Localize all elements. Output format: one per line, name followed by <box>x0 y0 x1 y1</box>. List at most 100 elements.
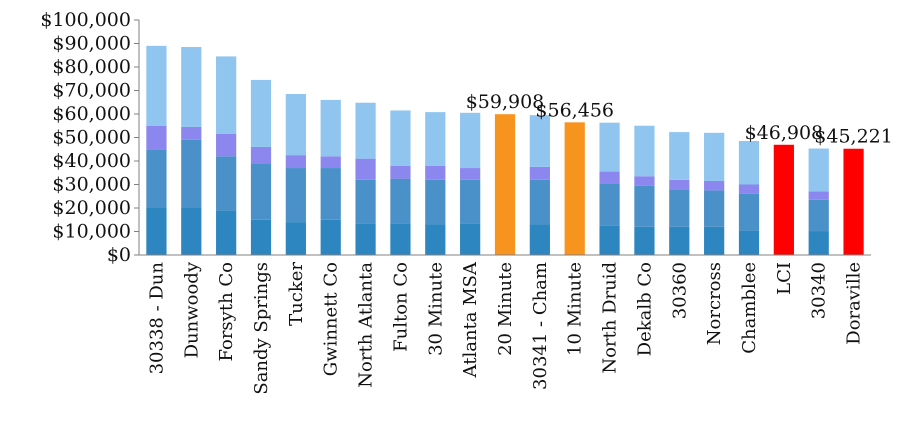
bar-segment <box>529 166 550 180</box>
y-tick-label: $10,000 <box>52 221 131 243</box>
y-tick-label: $20,000 <box>52 197 131 219</box>
bar-segment <box>146 125 167 150</box>
bar-orange <box>494 114 516 255</box>
bar-segment <box>390 178 411 224</box>
x-category-label: Forsyth Co <box>216 262 237 362</box>
bar-segment <box>599 225 620 255</box>
x-category-label: Fulton Co <box>390 262 411 352</box>
bar-segment <box>250 79 272 147</box>
bar-red <box>773 144 794 255</box>
bar-segment <box>599 183 620 226</box>
bar-segment <box>181 139 202 208</box>
bar-segment <box>738 184 760 194</box>
x-category-label: 30 Minute <box>425 262 446 356</box>
bar-segment <box>250 219 272 255</box>
bar-segment <box>529 115 550 167</box>
y-tick-label: $0 <box>107 244 131 266</box>
bar-segment <box>529 224 550 255</box>
bar-segment <box>460 179 481 224</box>
bar-segment <box>425 165 446 180</box>
bar-segment <box>216 133 237 157</box>
bar-segment <box>355 179 376 224</box>
x-category-label: 30338 - Dun <box>146 262 167 375</box>
x-category-label: LCI <box>774 262 795 295</box>
bar-segment <box>738 193 760 231</box>
bar-segment <box>216 56 237 134</box>
bar-segment <box>704 180 725 191</box>
bar-segment <box>704 132 725 181</box>
data-label: $56,456 <box>535 99 614 121</box>
data-label: $46,908 <box>745 122 824 144</box>
x-category-label: Chamblee <box>739 262 760 354</box>
data-label: $45,221 <box>814 126 893 148</box>
bar-segment <box>425 224 446 255</box>
x-category-label: North Atlanta <box>356 262 377 388</box>
bar-segment <box>285 222 306 255</box>
bar-segment <box>320 156 341 169</box>
bar-segment <box>146 208 167 255</box>
bar-segment <box>216 156 237 211</box>
bar-segment <box>146 149 167 208</box>
x-category-label: 20 Minute <box>495 262 516 356</box>
x-category-label: Dekalb Co <box>634 262 655 356</box>
y-tick-label: $80,000 <box>52 56 131 78</box>
bar-segment <box>460 112 481 169</box>
y-tick-label: $50,000 <box>52 127 131 149</box>
bar-segment <box>181 208 202 255</box>
bar-segment <box>390 165 411 179</box>
bar-segment <box>355 223 376 255</box>
y-tick-label: $90,000 <box>52 33 131 55</box>
bar-segment <box>738 230 760 255</box>
bar-segment <box>599 122 620 172</box>
x-category-label: Tucker <box>286 262 307 326</box>
bar-segment <box>669 132 690 180</box>
x-category-label: Sandy Springs <box>251 262 272 395</box>
bar-segment <box>216 210 237 255</box>
bar-segment <box>460 223 481 255</box>
bar-red <box>843 148 864 255</box>
bar-segment <box>320 168 341 220</box>
bar-segment <box>808 199 829 232</box>
x-category-label: 10 Minute <box>565 262 586 356</box>
bar-segment <box>181 47 202 127</box>
bar-segment <box>146 45 167 126</box>
bar-segment <box>250 146 272 164</box>
x-category-label: Dunwoody <box>181 261 202 358</box>
bar-segment <box>285 94 306 156</box>
bar-segment <box>320 99 341 157</box>
bar-segment <box>704 226 725 255</box>
bar-segment <box>634 185 655 227</box>
bar-segment <box>390 223 411 255</box>
y-tick-label: $70,000 <box>52 80 131 102</box>
bar-segment <box>181 126 202 140</box>
data-label: $59,908 <box>466 91 545 113</box>
bar-segment <box>425 112 446 166</box>
bar-segment <box>355 158 376 180</box>
bar-segment <box>669 226 690 255</box>
x-category-label: 30340 <box>809 262 830 319</box>
bar-segment <box>599 171 620 184</box>
bar-segment <box>355 102 376 159</box>
bar-segment <box>738 141 760 185</box>
bar-segment <box>669 189 690 227</box>
x-category-label: 30360 <box>669 262 690 319</box>
y-tick-label: $40,000 <box>52 150 131 172</box>
bar-segment <box>634 125 655 177</box>
bar-segment <box>529 179 550 225</box>
bar-segment <box>320 219 341 255</box>
y-tick-label: $60,000 <box>52 103 131 125</box>
bar-segment <box>634 226 655 255</box>
bar-segment <box>285 168 306 223</box>
bar-segment <box>704 190 725 227</box>
bar-segment <box>460 168 481 180</box>
x-category-label: North Druid <box>600 262 621 374</box>
x-category-label: Gwinnett Co <box>321 262 342 376</box>
x-category-label: Norcross <box>704 262 725 345</box>
bar-segment <box>669 179 690 190</box>
x-category-label: 30341 - Cham <box>530 262 551 390</box>
bar-segment <box>808 231 829 255</box>
bar-segment <box>634 176 655 186</box>
x-category-label: Doraville <box>844 262 865 345</box>
bar-segment <box>285 155 306 169</box>
